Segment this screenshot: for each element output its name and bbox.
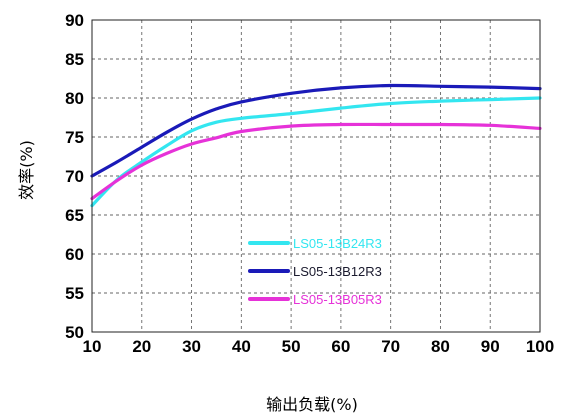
- legend-label: LS05-13B12R3: [293, 264, 382, 279]
- y-tick-labels: 50 55 60 65 70 75 80 85 90: [65, 11, 84, 342]
- y-tick-label: 55: [65, 284, 84, 303]
- x-tick-label: 20: [132, 337, 151, 356]
- legend: LS05-13B24R3 LS05-13B12R3 LS05-13B05R3: [248, 236, 382, 307]
- series-lines: [90, 83, 542, 208]
- x-tick-label: 100: [526, 337, 554, 356]
- x-tick-label: 90: [481, 337, 500, 356]
- legend-label: LS05-13B05R3: [293, 292, 382, 307]
- y-tick-label: 80: [65, 89, 84, 108]
- x-tick-labels: 10 20 30 40 50 60 70 80 90 100: [83, 337, 555, 356]
- y-tick-label: 85: [65, 50, 84, 69]
- legend-label: LS05-13B24R3: [293, 236, 382, 251]
- plot-frame: [91, 19, 541, 333]
- x-tick-label: 60: [331, 337, 350, 356]
- y-tick-label: 70: [65, 167, 84, 186]
- x-tick-label: 70: [381, 337, 400, 356]
- series-line-LS05-13B05R3: [90, 122, 542, 201]
- y-tick-label: 75: [65, 128, 84, 147]
- grid-lines: [92, 20, 540, 332]
- x-tick-label: 80: [431, 337, 450, 356]
- y-axis-title: 效率(%): [17, 140, 36, 200]
- y-tick-label: 50: [65, 323, 84, 342]
- series-line-LS05-13B12R3: [90, 83, 542, 178]
- y-tick-label: 90: [65, 11, 84, 30]
- x-tick-label: 40: [232, 337, 251, 356]
- y-tick-label: 65: [65, 206, 84, 225]
- x-axis-title: 输出负载(%): [266, 395, 358, 414]
- x-tick-label: 50: [282, 337, 301, 356]
- x-tick-label: 30: [182, 337, 201, 356]
- x-tick-label: 10: [83, 337, 102, 356]
- series-line-LS05-13B24R3: [90, 96, 542, 208]
- y-tick-label: 60: [65, 245, 84, 264]
